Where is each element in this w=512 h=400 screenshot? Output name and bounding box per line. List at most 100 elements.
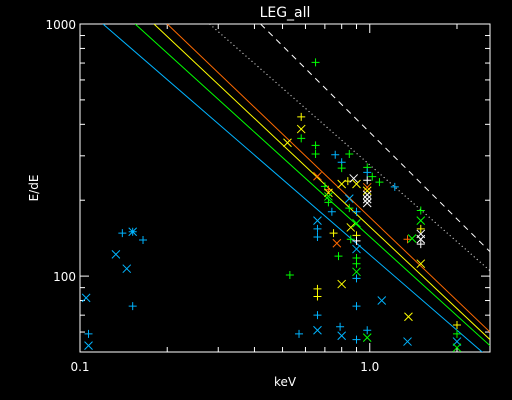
data-point: [311, 150, 320, 159]
data-point: [334, 252, 343, 261]
data-point: [352, 274, 361, 283]
data-point: [362, 190, 372, 200]
reference-line: [166, 24, 490, 333]
data-point: [407, 234, 417, 243]
data-point: [345, 204, 354, 213]
data-point: [327, 207, 336, 216]
y-axis-label: E/dE: [27, 175, 41, 202]
data-point: [332, 238, 342, 248]
tick-labels: 0.1 1.0 100 1000: [45, 18, 379, 374]
data-point: [362, 186, 372, 196]
data-point: [345, 150, 354, 159]
data-point: [344, 194, 354, 203]
data-point: [377, 296, 387, 305]
reference-line: [134, 24, 490, 346]
reference-lines: [102, 24, 490, 352]
data-point: [331, 150, 340, 159]
data-point: [352, 259, 361, 268]
data-point: [297, 134, 306, 143]
data-point: [139, 236, 148, 245]
data-point: [416, 240, 425, 249]
data-point: [128, 302, 137, 311]
reference-line: [209, 24, 490, 272]
data-point: [362, 333, 372, 343]
data-point: [313, 311, 322, 320]
data-point: [403, 235, 412, 244]
data-point: [375, 178, 384, 187]
data-point: [311, 141, 320, 150]
data-point: [313, 232, 322, 241]
y-tick-label: 100: [53, 270, 76, 284]
data-point: [363, 176, 372, 185]
data-point: [416, 216, 426, 225]
data-point: [403, 337, 412, 346]
data-point: [337, 331, 347, 341]
data-point: [337, 164, 346, 173]
data-point: [368, 172, 377, 181]
data-point: [285, 271, 294, 280]
data-point: [352, 302, 361, 311]
data-point: [313, 325, 322, 335]
data-point: [313, 171, 322, 181]
axis-ticks: [79, 23, 490, 353]
data-point: [122, 264, 132, 274]
data-point: [352, 179, 361, 189]
data-point: [295, 329, 304, 338]
data-point: [352, 335, 361, 344]
chart-title: LEG_all: [260, 5, 311, 21]
data-point: [362, 194, 372, 204]
data-point: [352, 236, 361, 245]
data-point: [352, 267, 361, 277]
data-point: [324, 188, 333, 198]
data-point: [313, 284, 322, 293]
data-point: [416, 206, 425, 215]
reference-line: [102, 24, 483, 352]
data-point: [452, 337, 462, 346]
data-point: [416, 234, 426, 244]
data-point: [313, 216, 322, 225]
data-point: [283, 138, 292, 148]
data-point: [329, 229, 338, 238]
data-point: [352, 207, 361, 216]
data-point: [128, 227, 138, 237]
data-point: [313, 292, 322, 301]
data-point: [346, 223, 356, 232]
data-point: [84, 329, 93, 338]
data-point: [313, 224, 322, 233]
data-point: [404, 312, 413, 322]
data-point: [296, 124, 306, 134]
data-point: [452, 343, 462, 352]
data-point: [337, 279, 347, 289]
data-points: [81, 58, 462, 352]
x-tick-label: 1.0: [360, 360, 379, 374]
data-point: [324, 198, 333, 207]
data-point: [81, 293, 91, 303]
y-tick-label: 1000: [45, 18, 76, 32]
data-point: [362, 198, 372, 208]
data-point: [111, 249, 121, 259]
data-point: [452, 329, 461, 338]
data-point: [297, 112, 306, 121]
data-point: [363, 168, 372, 177]
data-point: [349, 174, 359, 183]
data-point: [416, 224, 425, 233]
data-point: [416, 259, 426, 269]
data-point: [84, 341, 93, 350]
reference-line: [260, 24, 490, 253]
data-point: [311, 58, 320, 67]
data-point: [352, 218, 361, 228]
data-point: [352, 244, 361, 254]
data-point: [336, 322, 345, 331]
x-axis-label: keV: [274, 375, 297, 389]
data-point: [362, 182, 372, 192]
reference-line: [153, 24, 490, 340]
data-point: [452, 320, 461, 329]
data-point: [390, 182, 399, 191]
data-point: [346, 235, 355, 244]
data-point: [363, 326, 372, 335]
x-tick-label: 0.1: [70, 360, 89, 374]
data-point: [118, 229, 127, 238]
data-point: [324, 192, 333, 201]
plot-frame: [79, 23, 491, 353]
